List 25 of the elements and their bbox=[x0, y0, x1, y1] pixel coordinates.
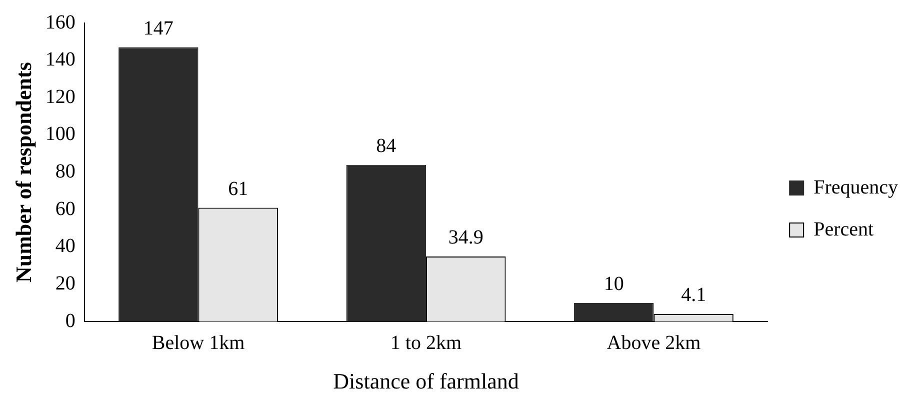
y-tick-label: 100 bbox=[45, 123, 76, 146]
y-tick-label: 60 bbox=[55, 198, 76, 220]
y-tick-label: 120 bbox=[45, 86, 76, 108]
y-axis-title: Number of respondents bbox=[10, 62, 36, 283]
bar bbox=[574, 302, 654, 322]
legend-label: Frequency bbox=[814, 176, 898, 198]
x-tick-label: Below 1km bbox=[152, 332, 246, 354]
y-tick-label: 140 bbox=[45, 48, 76, 71]
y-tick-label: 40 bbox=[55, 235, 76, 258]
data-label: 84 bbox=[376, 135, 396, 158]
bar bbox=[346, 164, 426, 322]
y-tick-label: 0 bbox=[65, 310, 76, 332]
data-label: 34.9 bbox=[448, 226, 484, 249]
data-label: 61 bbox=[228, 178, 248, 200]
bar bbox=[118, 47, 198, 322]
y-tick-label: 80 bbox=[55, 160, 76, 183]
x-tick-label: 1 to 2km bbox=[390, 332, 462, 354]
y-tick-label: 20 bbox=[55, 272, 76, 295]
data-label: 4.1 bbox=[681, 284, 706, 306]
y-tick-label: 160 bbox=[45, 11, 76, 34]
x-tick-label: Above 2km bbox=[606, 332, 702, 354]
x-axis-title: Distance of farmland bbox=[333, 368, 519, 394]
data-label: 147 bbox=[143, 18, 174, 40]
data-label: 10 bbox=[604, 273, 624, 296]
legend-label: Percent bbox=[814, 218, 874, 240]
